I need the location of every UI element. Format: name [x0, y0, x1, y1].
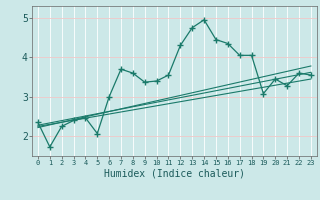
X-axis label: Humidex (Indice chaleur): Humidex (Indice chaleur) [104, 169, 245, 179]
